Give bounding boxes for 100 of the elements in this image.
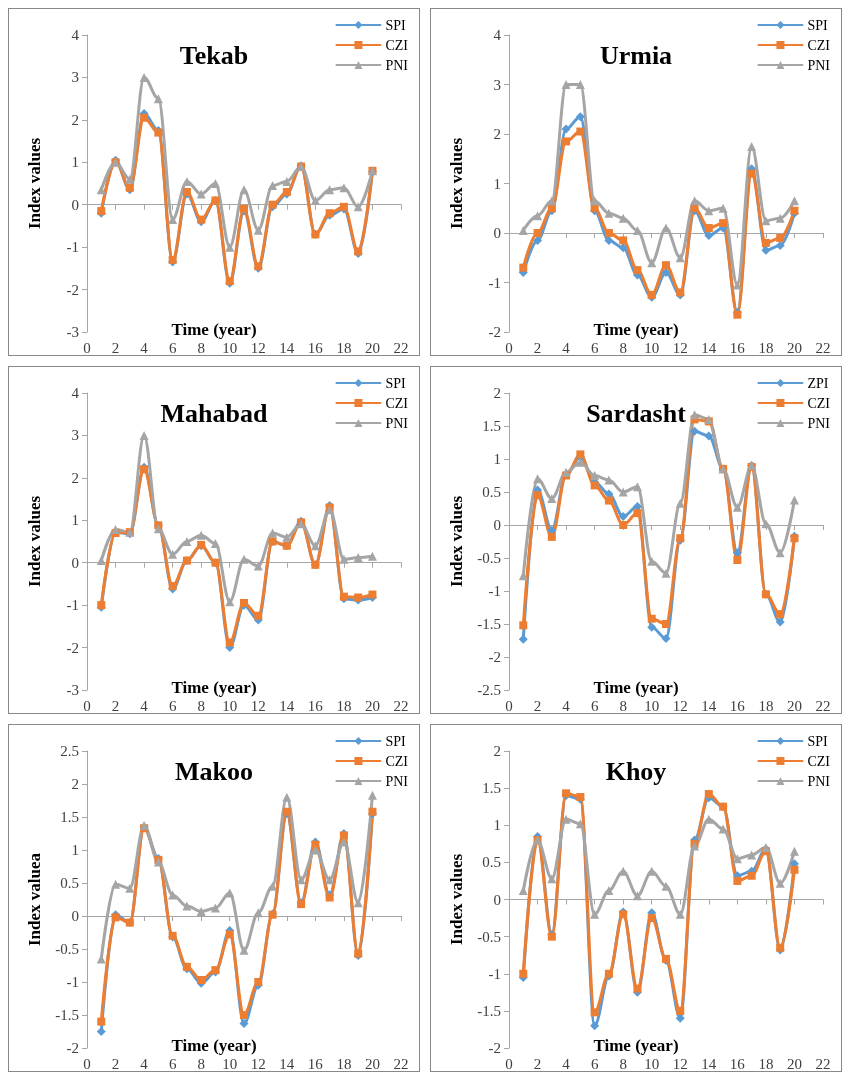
x-tick-label: 22	[393, 339, 409, 356]
x-tick-label: 16	[307, 1055, 324, 1072]
y-tick-label: 2.5	[60, 743, 79, 759]
chart-title: Mahabad	[160, 398, 268, 428]
y-tick-label: -0.5	[55, 941, 79, 957]
y-tick-label: 4	[71, 385, 80, 401]
x-tick-label: 2	[111, 697, 120, 714]
y-tick-label: 0	[71, 554, 79, 571]
y-tick-label: -2	[488, 324, 501, 340]
x-tick-label: 0	[83, 697, 91, 714]
x-tick-label: 4	[140, 697, 149, 714]
x-tick-label: 2	[111, 1055, 120, 1072]
x-tick-label: 16	[729, 697, 746, 714]
legend-label: SPI	[385, 375, 407, 391]
x-tick-label: 8	[197, 1055, 205, 1072]
y-tick-label: 1	[493, 451, 501, 467]
x-tick-label: 8	[619, 1055, 627, 1072]
y-tick-label: 1.5	[60, 809, 79, 825]
legend-label: CZI	[385, 753, 409, 769]
y-tick-label: -1.5	[477, 616, 501, 632]
x-tick-label: 20	[364, 1055, 380, 1072]
x-tick-label: 4	[562, 339, 571, 356]
x-axis-title: Time (year)	[593, 1036, 679, 1055]
x-tick-label: 18	[336, 697, 352, 714]
y-tick-label: 1.5	[482, 780, 501, 797]
x-tick-label: 10	[644, 1055, 660, 1072]
x-tick-label: 16	[307, 697, 324, 714]
x-tick-label: 20	[786, 1055, 802, 1072]
y-tick-label: -0.5	[477, 550, 501, 566]
x-tick-label: 20	[364, 339, 380, 356]
y-tick-label: 0.5	[60, 875, 79, 891]
x-tick-label: 14	[701, 697, 717, 714]
y-tick-label: 1	[71, 512, 79, 529]
y-tick-label: 2	[493, 385, 501, 401]
y-tick-label: 0	[493, 225, 501, 241]
legend-label: CZI	[807, 37, 831, 53]
y-tick-label: 2	[71, 111, 79, 128]
y-tick-label: 0	[493, 517, 501, 533]
legend-label: SPI	[385, 733, 407, 749]
y-tick-label: -2	[66, 281, 79, 298]
x-tick-label: 10	[644, 697, 660, 714]
x-tick-label: 4	[140, 339, 149, 356]
y-axis-title: Index values	[447, 495, 466, 588]
x-tick-label: 16	[729, 1055, 746, 1072]
x-tick-label: 8	[619, 697, 627, 714]
y-tick-label: 2	[493, 743, 501, 759]
x-tick-label: 6	[168, 1055, 177, 1072]
x-tick-label: 0	[83, 339, 91, 356]
x-axis-title: Time (year)	[171, 320, 257, 339]
x-tick-label: 0	[505, 1055, 513, 1072]
y-axis-title: Index values	[25, 495, 44, 588]
y-tick-label: 2	[493, 126, 501, 142]
legend-label: PNI	[807, 57, 831, 73]
x-tick-label: 18	[758, 1055, 774, 1072]
x-tick-label: 0	[505, 697, 513, 714]
legend-label: CZI	[385, 37, 409, 53]
y-tick-label: 0	[71, 196, 79, 213]
x-tick-label: 0	[83, 1055, 91, 1072]
x-tick-label: 18	[758, 339, 774, 356]
x-tick-label: 22	[815, 339, 831, 356]
y-tick-label: 3	[71, 427, 79, 444]
x-tick-label: 6	[590, 1055, 599, 1072]
y-tick-label: 4	[493, 27, 502, 43]
legend-label: PNI	[385, 415, 409, 431]
y-tick-label: -1	[488, 274, 501, 291]
x-tick-label: 14	[279, 697, 295, 714]
x-tick-label: 2	[111, 339, 120, 356]
x-axis-title: Time (year)	[171, 1036, 257, 1055]
y-tick-label: 1	[493, 175, 501, 192]
x-tick-label: 22	[815, 1055, 831, 1072]
chart-title: Khoy	[605, 756, 667, 786]
x-tick-label: 10	[644, 339, 660, 356]
chart-title: Sardasht	[586, 398, 687, 428]
chart-title: Urmia	[599, 40, 673, 70]
x-tick-label: 16	[729, 339, 746, 356]
y-tick-label: 1.5	[482, 418, 501, 434]
x-tick-label: 12	[672, 1055, 688, 1072]
x-tick-label: 14	[701, 339, 717, 356]
y-axis-title: Index values	[25, 137, 44, 230]
y-tick-label: -1.5	[55, 1007, 79, 1023]
x-tick-label: 4	[140, 1055, 149, 1072]
legend-label: ZPI	[807, 375, 829, 391]
x-tick-label: 10	[222, 339, 238, 356]
x-tick-label: 8	[619, 339, 627, 356]
legend-label: SPI	[385, 17, 407, 33]
y-tick-label: -1	[488, 583, 501, 599]
chart-title: Tekab	[179, 40, 249, 70]
x-tick-label: 22	[393, 697, 409, 714]
x-tick-label: 2	[533, 1055, 542, 1072]
x-tick-label: 14	[279, 1055, 295, 1072]
y-tick-label: 2	[71, 469, 79, 486]
x-tick-label: 16	[307, 339, 324, 356]
legend-label: SPI	[807, 17, 829, 33]
y-tick-label: 0.5	[482, 484, 501, 500]
x-tick-label: 10	[222, 1055, 238, 1072]
legend-label: SPI	[807, 733, 829, 749]
legend-label: CZI	[807, 395, 831, 411]
x-tick-label: 14	[279, 339, 295, 356]
legend-label: CZI	[807, 753, 831, 769]
x-tick-label: 6	[590, 339, 599, 356]
